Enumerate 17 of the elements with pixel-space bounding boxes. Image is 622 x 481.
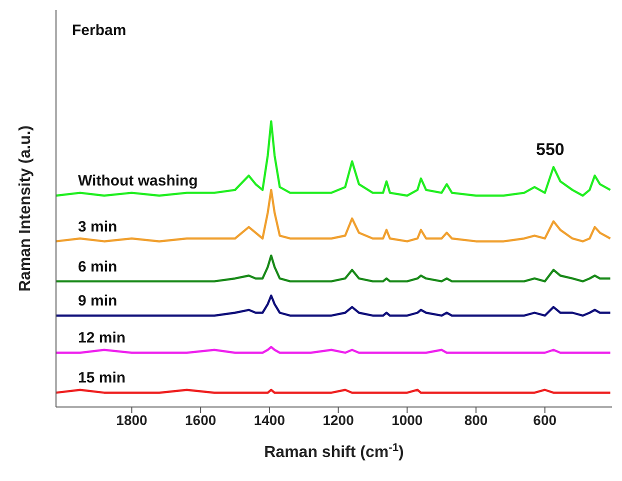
x-tick-label: 1200	[322, 412, 354, 428]
annotation: 550	[536, 140, 564, 160]
x-axis-title: Raman shift (cm$^{-1}$)	[264, 442, 404, 461]
x-tick-label: 1800	[116, 412, 148, 428]
x-tick-label: 800	[464, 412, 488, 428]
series-label: 15 min	[78, 370, 126, 387]
series-label: 3 min	[78, 218, 118, 236]
chart-title: Ferbam	[72, 22, 126, 39]
x-tick-label: 1400	[254, 412, 286, 428]
series-label: 6 min	[78, 258, 118, 276]
series-label: 9 min	[78, 292, 118, 310]
x-tick-label: 600	[533, 412, 557, 428]
x-tick-label: 1600	[185, 412, 216, 428]
series-label: Without washing	[78, 172, 198, 190]
series-label: 12 min	[78, 330, 126, 347]
y-axis-title: Raman Intensity (a.u.)	[17, 125, 34, 292]
x-tick-label: 1000	[392, 412, 423, 428]
